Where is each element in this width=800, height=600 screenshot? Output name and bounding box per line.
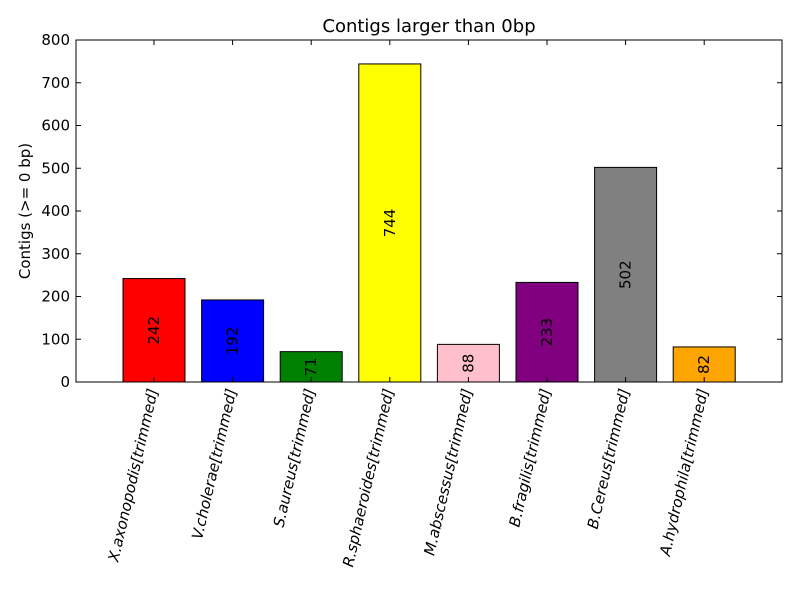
- x-tick-label: R.sphaeroides[trimmed]: [339, 387, 398, 569]
- bar-value-label: 82: [695, 355, 713, 374]
- y-tick-label: 800: [41, 31, 70, 49]
- bar-value-label: 233: [538, 318, 556, 347]
- y-tick-label: 100: [41, 330, 70, 348]
- plot-frame: [75, 39, 783, 383]
- x-tick-label: S.aureus[trimmed]: [270, 387, 319, 529]
- x-tick-label: B.Cereus[trimmed]: [584, 387, 634, 531]
- bar-value-label: 88: [459, 354, 477, 373]
- bar-value-label: 744: [381, 209, 399, 238]
- x-tick-label: A.hydrophila[trimmed]: [656, 387, 712, 559]
- y-tick-label: 600: [41, 117, 70, 135]
- y-tick-label: 200: [41, 288, 70, 306]
- chart-marks: 0 100 200 300 400 500 600 700 800 242 X.axonopodis…: [41, 31, 782, 569]
- bar: [436, 343, 500, 383]
- y-tick-label: 300: [41, 245, 70, 263]
- bar: [122, 278, 186, 383]
- y-axis-label: Contigs (>= 0 bp): [16, 143, 34, 279]
- x-tick-label: X.axonopodis[trimmed]: [104, 387, 162, 565]
- x-tick-label: M.abscessus[trimmed]: [420, 387, 476, 557]
- bar: [201, 299, 265, 383]
- y-tick-label: 400: [41, 202, 70, 220]
- y-tick-label: 500: [41, 159, 70, 177]
- y-tick-label: 700: [41, 74, 70, 92]
- bar: [358, 63, 422, 383]
- bar-value-label: 71: [302, 357, 320, 376]
- x-tick-label: B.fragilis[trimmed]: [506, 387, 555, 529]
- y-tick-label: 0: [60, 373, 70, 391]
- bar-value-label: 502: [617, 260, 635, 289]
- bar: [672, 346, 736, 383]
- bar: [515, 281, 579, 383]
- chart-title: Contigs larger than 0bp: [322, 16, 535, 37]
- x-tick-label: V.cholerae[trimmed]: [188, 387, 240, 541]
- bar-value-label: 242: [145, 316, 163, 345]
- bar-value-label: 192: [224, 327, 242, 356]
